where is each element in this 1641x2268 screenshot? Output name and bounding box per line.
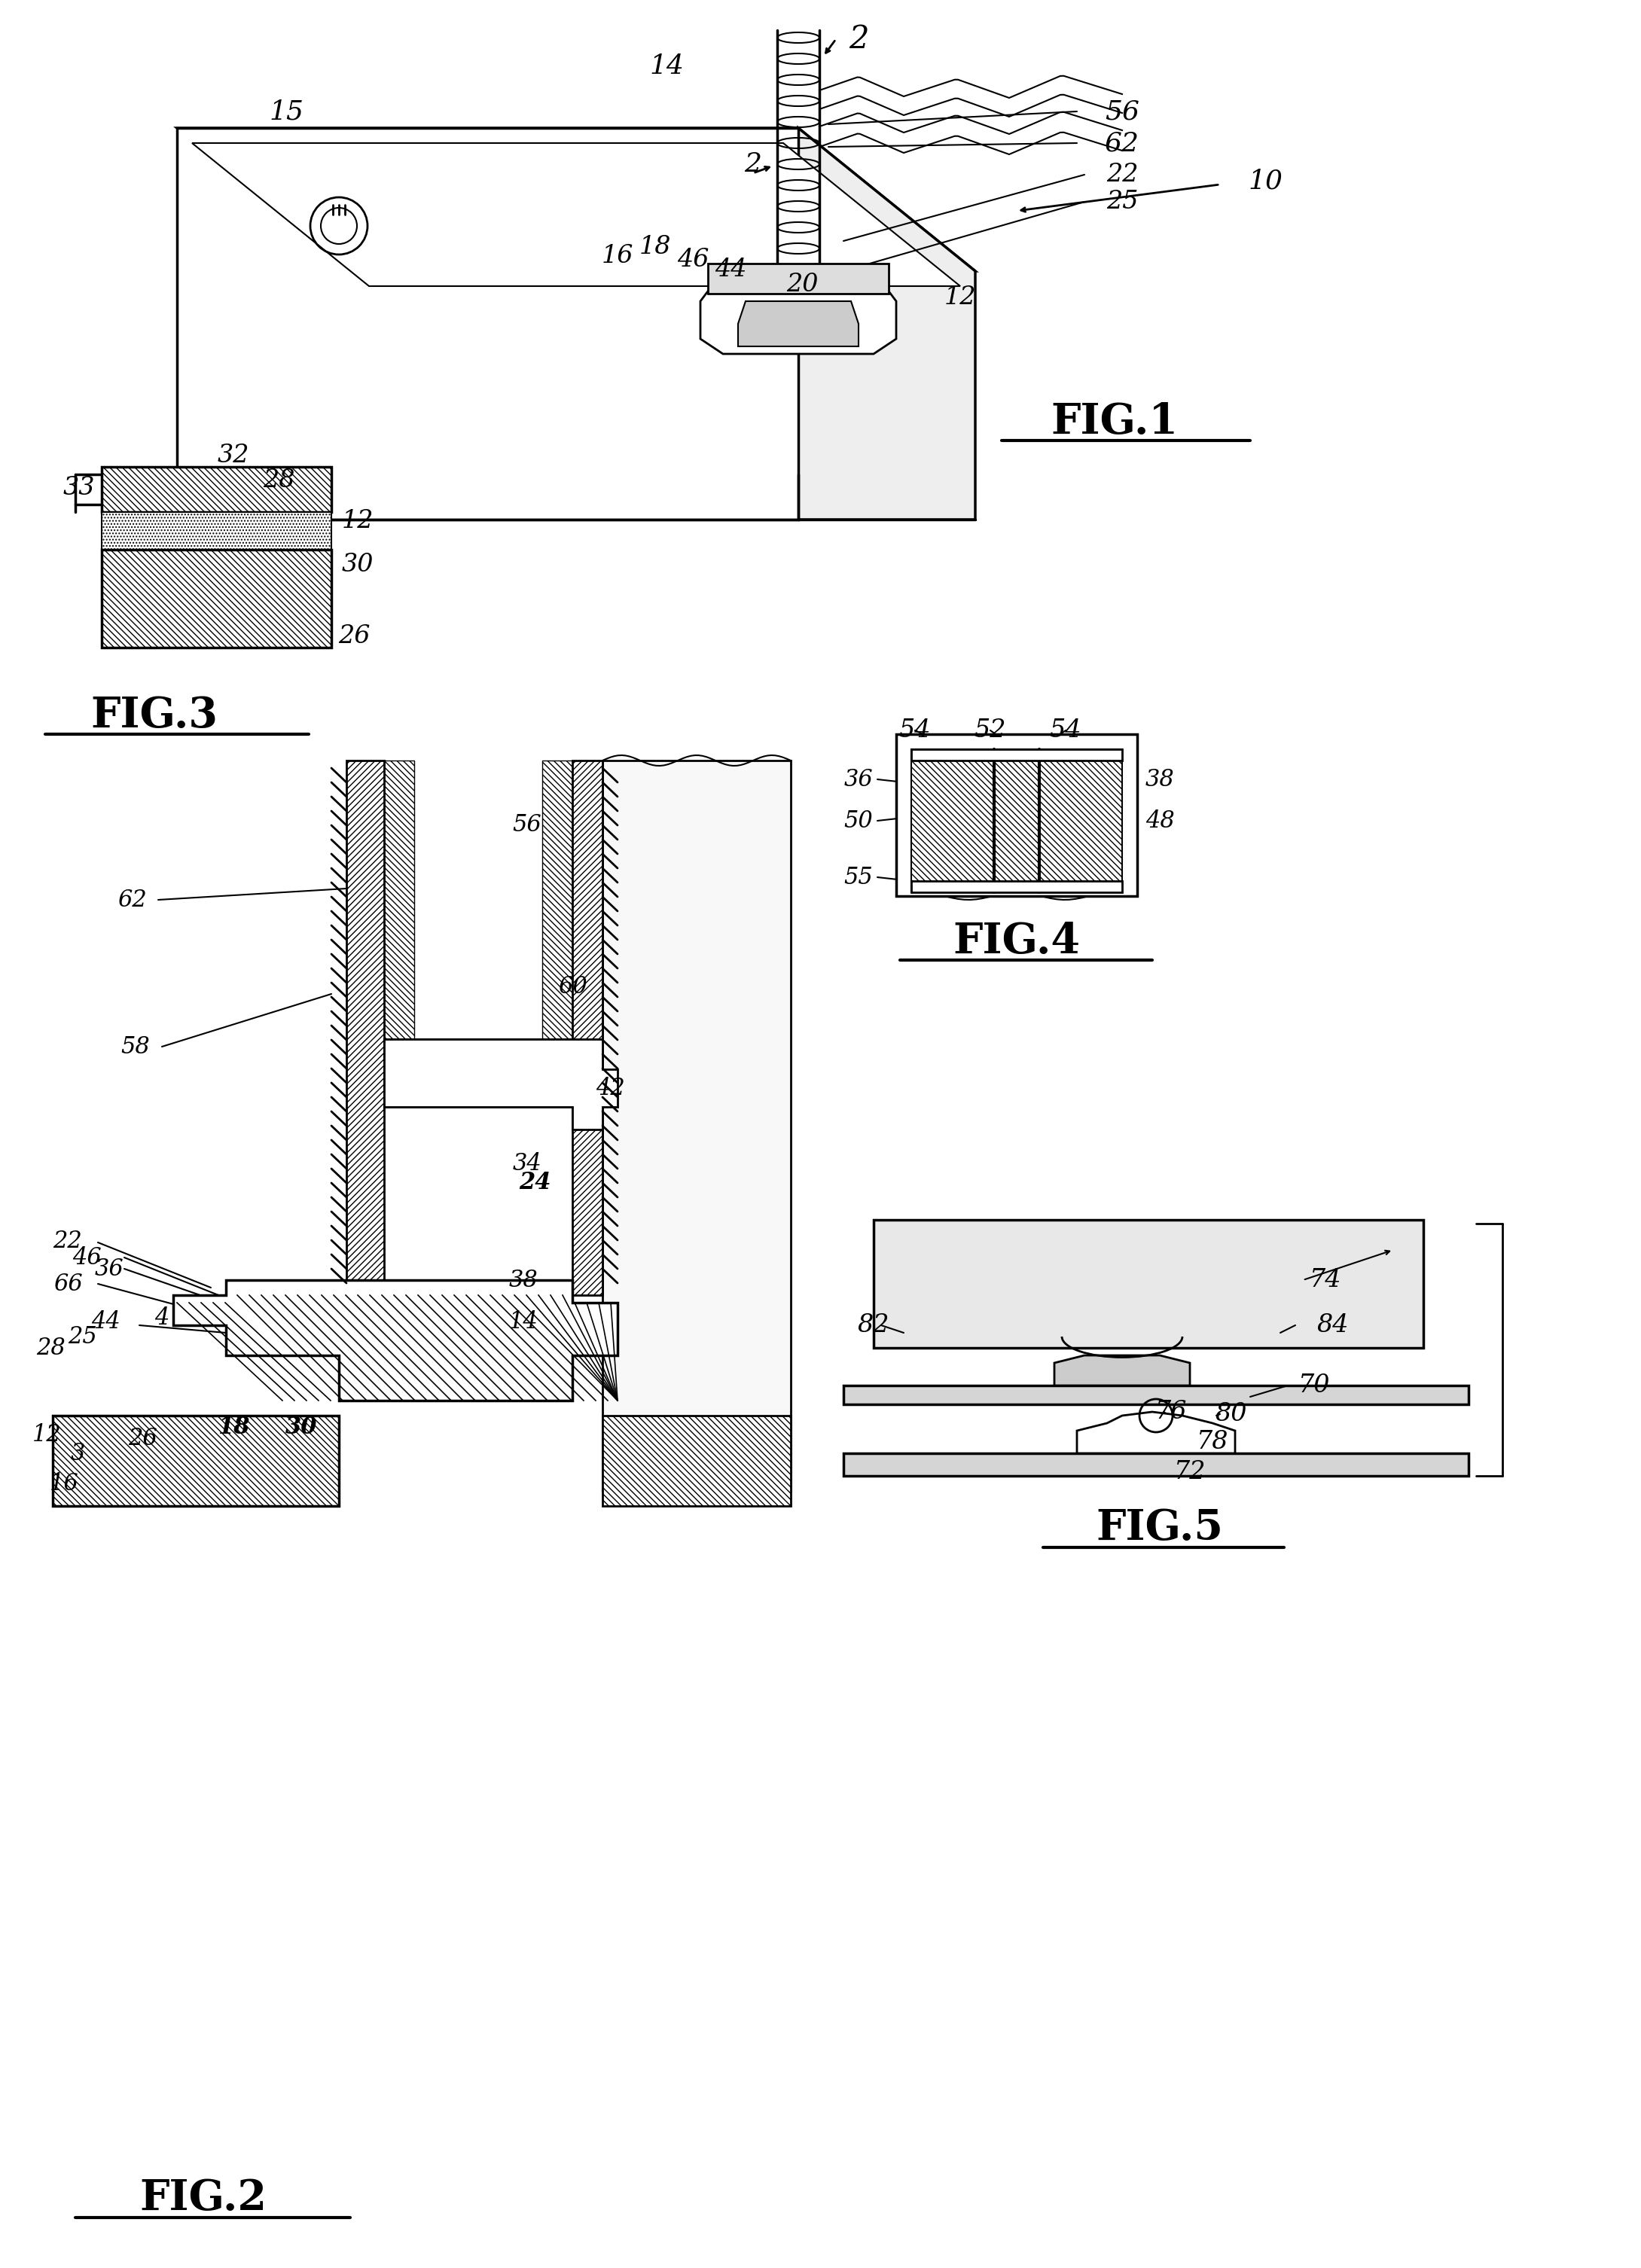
Polygon shape bbox=[384, 1039, 602, 1107]
Text: 22: 22 bbox=[1106, 163, 1139, 186]
Text: 16: 16 bbox=[49, 1472, 79, 1495]
Text: 32: 32 bbox=[218, 445, 249, 467]
Text: 70: 70 bbox=[1298, 1374, 1331, 1397]
Text: 26: 26 bbox=[338, 624, 369, 649]
Text: 34: 34 bbox=[512, 1152, 542, 1175]
Polygon shape bbox=[384, 1039, 617, 1129]
Polygon shape bbox=[843, 1454, 1469, 1476]
Polygon shape bbox=[542, 760, 573, 1068]
Text: 33: 33 bbox=[62, 476, 95, 499]
Polygon shape bbox=[1076, 1413, 1236, 1454]
Text: 2: 2 bbox=[848, 23, 868, 54]
Text: 15: 15 bbox=[269, 98, 304, 125]
Polygon shape bbox=[701, 272, 896, 354]
Text: 24: 24 bbox=[519, 1170, 551, 1193]
Text: 20: 20 bbox=[786, 272, 819, 297]
Text: 54: 54 bbox=[899, 719, 930, 742]
Text: 60: 60 bbox=[558, 975, 587, 998]
Polygon shape bbox=[911, 880, 1122, 891]
Polygon shape bbox=[707, 263, 889, 293]
Text: 46: 46 bbox=[676, 247, 709, 272]
Text: 56: 56 bbox=[512, 812, 542, 837]
Text: 78: 78 bbox=[1196, 1429, 1229, 1454]
Text: 56: 56 bbox=[1104, 98, 1139, 125]
Text: 28: 28 bbox=[263, 469, 295, 492]
Text: 12: 12 bbox=[33, 1422, 61, 1447]
Text: FIG.1: FIG.1 bbox=[1050, 401, 1178, 442]
Text: 62: 62 bbox=[117, 889, 146, 912]
Text: 50: 50 bbox=[843, 810, 873, 832]
Text: 10: 10 bbox=[1247, 168, 1283, 193]
Polygon shape bbox=[873, 1220, 1423, 1347]
Text: 36: 36 bbox=[95, 1256, 123, 1281]
Text: 38: 38 bbox=[509, 1268, 538, 1293]
Polygon shape bbox=[896, 735, 1137, 896]
Polygon shape bbox=[843, 1386, 1469, 1404]
Polygon shape bbox=[102, 549, 331, 649]
Polygon shape bbox=[738, 302, 858, 347]
Polygon shape bbox=[346, 760, 384, 1295]
Text: 25: 25 bbox=[1106, 191, 1139, 213]
Text: 62: 62 bbox=[1104, 129, 1139, 156]
Text: 44: 44 bbox=[714, 259, 747, 281]
Polygon shape bbox=[192, 143, 960, 286]
Text: 30: 30 bbox=[286, 1415, 317, 1438]
Polygon shape bbox=[602, 760, 791, 1490]
Polygon shape bbox=[384, 760, 414, 1068]
Text: 42: 42 bbox=[596, 1077, 625, 1100]
Text: 14: 14 bbox=[509, 1311, 538, 1334]
Text: 48: 48 bbox=[1145, 810, 1175, 832]
Polygon shape bbox=[573, 760, 602, 1295]
Text: 72: 72 bbox=[1173, 1461, 1206, 1483]
Text: FIG.2: FIG.2 bbox=[139, 2177, 267, 2220]
Text: FIG.5: FIG.5 bbox=[1096, 1508, 1224, 1549]
Text: 26: 26 bbox=[128, 1427, 158, 1449]
Polygon shape bbox=[53, 1415, 340, 1506]
Text: 3: 3 bbox=[71, 1442, 85, 1465]
Text: 28: 28 bbox=[36, 1336, 66, 1359]
Polygon shape bbox=[102, 513, 331, 549]
Text: 74: 74 bbox=[1310, 1268, 1341, 1293]
Text: 82: 82 bbox=[858, 1313, 889, 1338]
Polygon shape bbox=[102, 467, 331, 513]
Text: 36: 36 bbox=[843, 767, 873, 792]
Text: 12: 12 bbox=[944, 286, 976, 308]
Polygon shape bbox=[798, 127, 975, 519]
Polygon shape bbox=[602, 1415, 791, 1506]
Text: 54: 54 bbox=[1050, 719, 1081, 742]
Text: 55: 55 bbox=[843, 866, 873, 889]
Text: 38: 38 bbox=[1145, 767, 1175, 792]
Text: 16: 16 bbox=[602, 245, 633, 268]
Text: 46: 46 bbox=[72, 1245, 102, 1270]
Text: 12: 12 bbox=[341, 508, 374, 533]
Text: 80: 80 bbox=[1216, 1402, 1247, 1427]
Polygon shape bbox=[177, 127, 798, 519]
Text: 30: 30 bbox=[341, 553, 374, 576]
Text: 84: 84 bbox=[1318, 1313, 1349, 1338]
Polygon shape bbox=[177, 127, 975, 272]
Text: FIG.3: FIG.3 bbox=[90, 694, 218, 737]
Polygon shape bbox=[911, 748, 1122, 891]
Text: 2: 2 bbox=[745, 152, 761, 177]
Text: 66: 66 bbox=[53, 1272, 82, 1295]
Text: FIG.4: FIG.4 bbox=[953, 921, 1080, 962]
Polygon shape bbox=[911, 748, 1122, 760]
Text: 44: 44 bbox=[90, 1311, 120, 1334]
Polygon shape bbox=[174, 1279, 617, 1402]
Polygon shape bbox=[1054, 1356, 1190, 1386]
Text: 18: 18 bbox=[218, 1415, 249, 1438]
Text: 25: 25 bbox=[69, 1325, 97, 1347]
Text: 76: 76 bbox=[1155, 1399, 1186, 1424]
Text: 14: 14 bbox=[650, 54, 684, 79]
Text: 22: 22 bbox=[53, 1229, 82, 1252]
Text: 52: 52 bbox=[975, 719, 1006, 742]
Text: 58: 58 bbox=[121, 1034, 149, 1059]
Text: 4: 4 bbox=[154, 1306, 169, 1329]
Text: 18: 18 bbox=[640, 236, 671, 259]
